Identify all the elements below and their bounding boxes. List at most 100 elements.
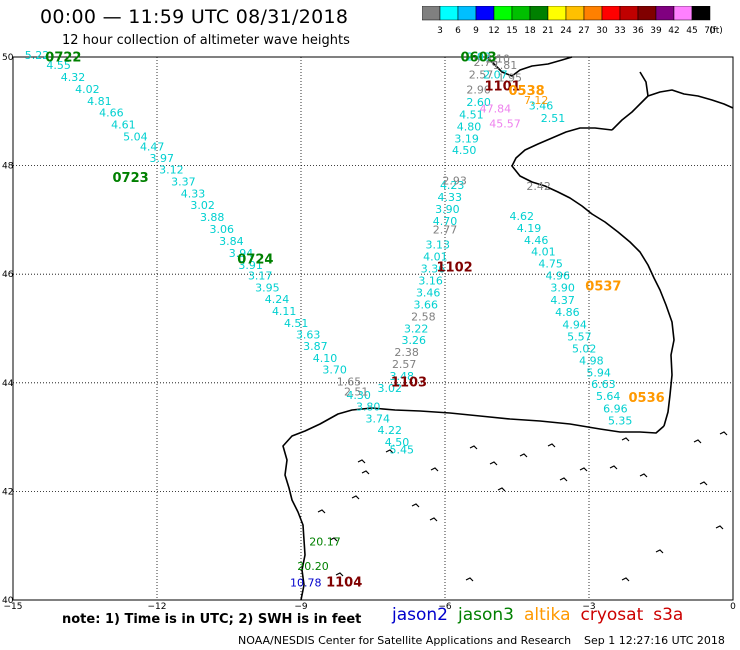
swh-value: 4.01 (531, 246, 556, 259)
lat-tick-label: 44 (2, 379, 14, 389)
swh-value: 4.81 (87, 95, 112, 108)
lake-outline (335, 572, 344, 577)
lake-outline (351, 495, 360, 500)
swh-value: 2.51 (541, 112, 566, 125)
swh-value: 45.57 (489, 118, 521, 131)
lake-outline (579, 467, 588, 472)
mission-legend-entry: jason2 (392, 605, 448, 625)
lake-outline (639, 473, 648, 478)
swh-value: 5.94 (586, 366, 611, 379)
swh-value: 4.02 (75, 83, 100, 96)
swh-value: 4.51 (284, 317, 309, 330)
swh-value: 2.90 (466, 83, 491, 96)
swh-value: 5.02 (572, 342, 597, 355)
colorbar-label: 70 (704, 26, 716, 36)
grid-lines (13, 57, 733, 600)
swh-value: 7.12 (524, 94, 549, 107)
pass-time-label: 0723 (113, 171, 149, 186)
swh-value: 4.98 (579, 354, 604, 367)
colorbar-label: 9 (473, 26, 479, 36)
colorbar-label: 15 (506, 26, 517, 36)
swh-value: 4.47 (140, 140, 165, 153)
swh-value: 4.11 (272, 305, 297, 318)
colorbar-label: 6 (455, 26, 461, 36)
colorbar-unit: (ft) (709, 26, 723, 36)
swh-value: 5.64 (596, 390, 621, 403)
swh-value: 4.33 (181, 188, 206, 201)
coastline-cotentin (639, 71, 649, 97)
lake-outline (519, 453, 528, 458)
swh-value: 2.57 (392, 358, 417, 371)
swh-value: 2.51 (344, 385, 369, 398)
mission-legend-entry: s3a (653, 605, 684, 625)
lake-outline (357, 459, 366, 464)
swh-value: 20.17 (309, 536, 341, 549)
map-subtitle: 12 hour collection of altimeter wave hei… (62, 33, 350, 48)
colorbar-swatch (691, 6, 711, 21)
swh-value: 3.02 (378, 382, 403, 395)
colorbar-label: 36 (632, 26, 644, 36)
swh-value: 3.02 (190, 199, 215, 212)
swh-value: 2.02 (466, 50, 491, 63)
axis-labels: −15 −12 −9 −6 −3 0 40 42 44 46 48 50 (2, 53, 736, 610)
swh-value: 3.17 (248, 270, 273, 283)
pass-time-label: 0603 (461, 50, 497, 65)
lake-outline (547, 443, 556, 448)
swh-values: 5.224.554.324.024.814.664.615.044.473.97… (25, 49, 633, 589)
altimeter-map: 5.224.554.324.024.814.664.615.044.473.97… (2, 49, 736, 610)
swh-value: 2.57 (469, 69, 494, 82)
map-title: 00:00 — 11:59 UTC 08/31/2018 (40, 6, 349, 28)
colorbar: 3 6 9 12 15 18 21 24 27 30 33 36 39 42 45 70(ft) (422, 6, 723, 36)
colorbar-label: 39 (650, 26, 662, 36)
lake-outline (621, 577, 630, 582)
swh-value: 4.61 (111, 119, 136, 132)
swh-value: 3.06 (210, 223, 235, 236)
swh-value: 4.86 (555, 306, 580, 319)
lake-outline (469, 445, 478, 450)
note-text: note: 1) Time is in UTC; 2) SWH is in fe… (62, 612, 362, 627)
swh-value: 3.90 (550, 282, 575, 295)
colorbar-label: 42 (668, 26, 679, 36)
swh-value: 1.65 (337, 376, 362, 389)
pass-time-label: 1101 (485, 80, 521, 95)
swh-value: 3.84 (219, 235, 244, 248)
pass-time-label: 1104 (326, 575, 362, 590)
swh-value: 3.22 (404, 322, 429, 335)
lon-tick-label: −3 (582, 602, 595, 610)
lon-tick-label: 0 (730, 602, 736, 610)
swh-value: 4.23 (440, 179, 465, 192)
lake-outline (559, 477, 568, 482)
colorbar-label: 18 (524, 26, 536, 36)
swh-value: 3.88 (200, 211, 225, 224)
swh-value: 5.57 (567, 330, 592, 343)
swh-value: 2.42 (526, 180, 551, 193)
lake-outline (317, 509, 326, 514)
swh-value: 4.51 (459, 108, 484, 121)
lake-outline (699, 481, 708, 486)
swh-value: 2.38 (394, 346, 419, 359)
lake-outline (621, 437, 630, 442)
coastline (282, 56, 734, 601)
lon-tick-label: −9 (294, 602, 308, 610)
lat-tick-label: 50 (2, 53, 14, 63)
swh-value: 4.46 (524, 234, 549, 247)
colorbar-label: 30 (596, 26, 608, 36)
swh-value: 4.37 (550, 294, 575, 307)
swh-value: 3.12 (159, 164, 184, 177)
swh-value: 4.94 (562, 319, 587, 332)
colorbar-label: 27 (578, 26, 589, 36)
lake-outline (655, 549, 664, 554)
mission-legend-entry: jason3 (458, 605, 514, 625)
lat-tick-label: 40 (2, 596, 14, 606)
pass-time-label: 0722 (45, 50, 81, 65)
swh-value: 47.84 (480, 102, 512, 115)
inland-water (317, 431, 728, 582)
lake-outline (609, 465, 618, 470)
swh-value: 4.10 (313, 352, 338, 365)
map-frame (12, 56, 734, 601)
lake-outline (497, 487, 506, 492)
swh-value: 5.04 (123, 131, 148, 144)
swh-value: 2.93 (442, 175, 467, 188)
mission-legend: jason2 jason3 altika cryosat s3a (392, 605, 693, 625)
lake-outline (715, 525, 724, 530)
